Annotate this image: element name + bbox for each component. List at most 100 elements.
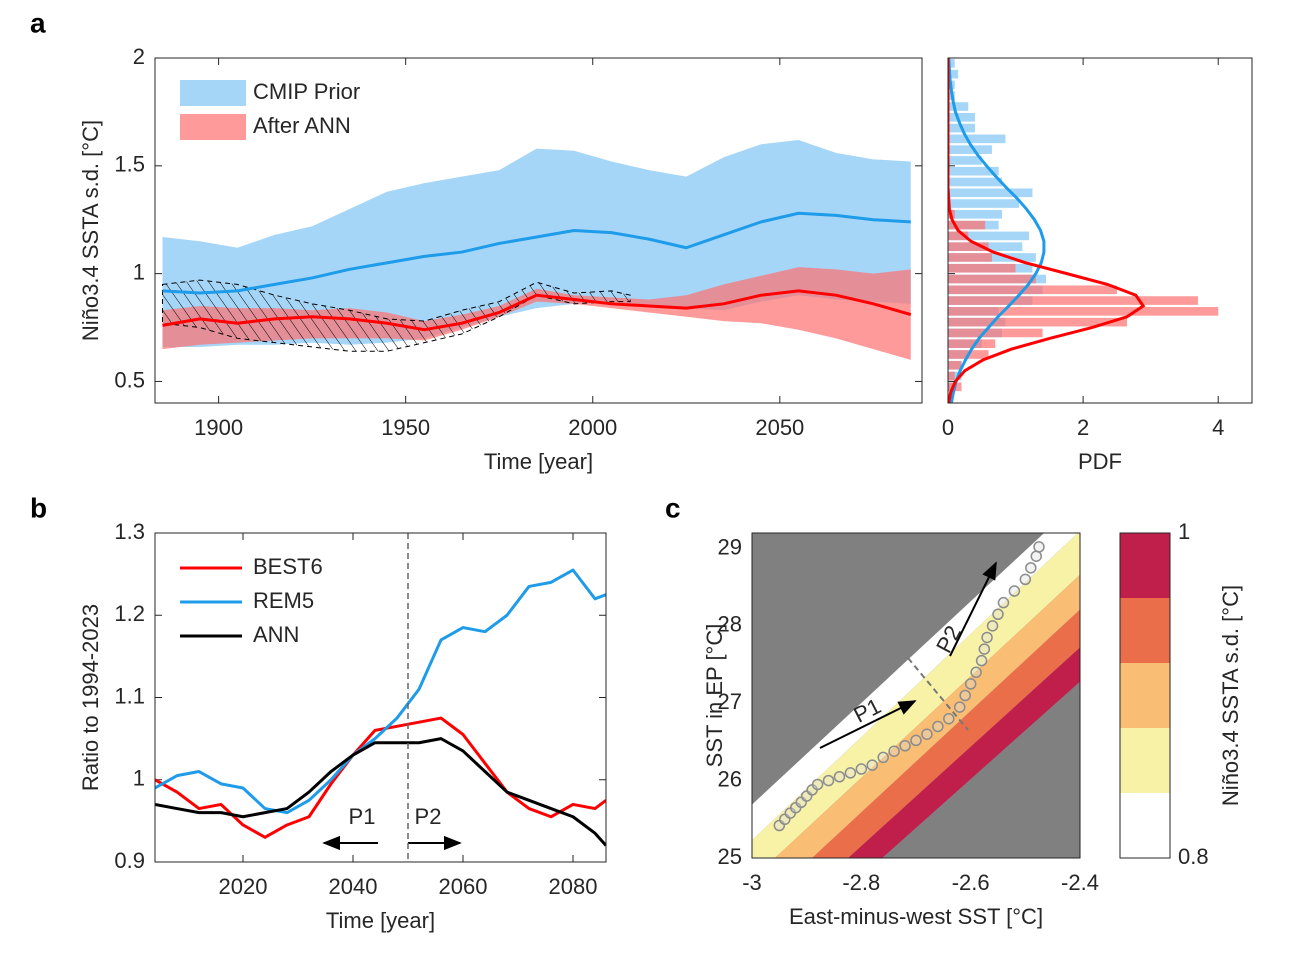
trajectory-point bbox=[877, 751, 889, 764]
trajectory-point bbox=[953, 701, 966, 713]
trajectory-point bbox=[964, 678, 977, 690]
histogram-bar bbox=[948, 112, 976, 122]
histogram-bar bbox=[948, 69, 959, 79]
x-tick-label: -2.6 bbox=[952, 870, 990, 895]
contour-band bbox=[812, 609, 1080, 858]
x-tick-label: 2050 bbox=[755, 415, 804, 440]
histogram-bar bbox=[948, 188, 1033, 198]
histogram-bar bbox=[948, 307, 1219, 316]
y-axis-label: Ratio to 1994-2023 bbox=[78, 604, 103, 791]
y-tick-label: 29 bbox=[718, 534, 742, 559]
trajectory-point bbox=[932, 720, 944, 733]
y-tick-label: 1.3 bbox=[114, 519, 145, 544]
trajectory-point bbox=[1019, 573, 1032, 586]
colorbar-block bbox=[1120, 533, 1170, 598]
panel-label: b bbox=[30, 492, 47, 523]
histogram-bar bbox=[948, 156, 982, 165]
trajectory-point bbox=[1025, 562, 1037, 574]
plot-area bbox=[948, 58, 1219, 403]
x-axis-label: Time [year] bbox=[484, 449, 593, 474]
histogram-bar bbox=[948, 134, 1006, 144]
x-tick-label: -2.4 bbox=[1061, 870, 1099, 895]
contour-band bbox=[774, 574, 1080, 858]
histogram-bar bbox=[948, 166, 999, 176]
trajectory-point bbox=[978, 643, 991, 655]
trajectory-point bbox=[855, 763, 868, 775]
y-axis-label: Niño3.4 SSTA s.d. [°C] bbox=[78, 120, 103, 341]
hatched-band bbox=[161, 279, 631, 352]
colorbar-tick-label: 1 bbox=[1178, 519, 1190, 544]
histogram-bar bbox=[948, 371, 955, 381]
y-tick-label: 0.5 bbox=[114, 367, 145, 392]
trajectory-point bbox=[1033, 541, 1045, 553]
arrow bbox=[819, 700, 917, 749]
histogram-bar bbox=[948, 285, 1117, 295]
trajectory-point bbox=[910, 734, 922, 747]
pdf-curve bbox=[948, 58, 1046, 403]
histogram-bar bbox=[948, 253, 992, 262]
legend-swatch bbox=[180, 114, 246, 140]
histogram-bar bbox=[948, 242, 989, 251]
histogram-bar bbox=[948, 328, 1043, 338]
histogram-bar bbox=[948, 339, 996, 349]
y-tick-label: 1.1 bbox=[114, 683, 145, 708]
y-tick-label: 1 bbox=[133, 766, 145, 791]
y-tick-label: 28 bbox=[718, 612, 742, 637]
trajectory-point bbox=[866, 759, 879, 771]
series-line bbox=[162, 289, 912, 332]
x-tick-label: 2060 bbox=[439, 874, 488, 899]
series-line bbox=[155, 568, 606, 815]
histogram-bar bbox=[948, 177, 1003, 187]
trajectory-point bbox=[899, 740, 911, 752]
y-tick-label: 1.5 bbox=[114, 152, 145, 177]
divider bbox=[907, 657, 969, 731]
series-line bbox=[162, 211, 911, 295]
histogram-bar bbox=[948, 231, 1030, 241]
histogram-bar bbox=[948, 59, 955, 68]
trajectory-point bbox=[943, 712, 955, 725]
y-tick-label: 1 bbox=[133, 259, 145, 284]
x-tick-label: 2000 bbox=[568, 415, 617, 440]
trajectory-point bbox=[1030, 550, 1043, 562]
x-axis-label: PDF bbox=[1078, 449, 1122, 474]
histogram-bar bbox=[948, 102, 969, 111]
y-tick-label: 27 bbox=[718, 689, 742, 714]
plot-area bbox=[752, 533, 1080, 858]
x-tick-label: -2.8 bbox=[842, 870, 880, 895]
y-axis-label: SST in EP [°C] bbox=[702, 624, 727, 768]
trajectory-point bbox=[811, 778, 824, 791]
trajectory-point bbox=[986, 620, 999, 632]
y-tick-label: 26 bbox=[718, 766, 742, 791]
legend-swatch bbox=[180, 80, 246, 106]
x-tick-label: -3 bbox=[742, 870, 762, 895]
histogram-bar bbox=[948, 145, 992, 154]
trajectory-point bbox=[921, 728, 933, 740]
panel-label: a bbox=[30, 7, 46, 38]
legend-label: REM5 bbox=[253, 588, 314, 613]
y-tick-label: 2 bbox=[133, 44, 145, 69]
histogram-bar bbox=[948, 210, 1003, 219]
trajectory-point bbox=[833, 771, 846, 783]
trajectory-point bbox=[981, 631, 993, 644]
axes-box bbox=[154, 57, 923, 404]
histogram-bar bbox=[948, 317, 1128, 327]
histogram-bar bbox=[948, 274, 1036, 284]
histogram-bar bbox=[948, 199, 1019, 208]
histogram-bar bbox=[948, 220, 986, 230]
colorbar-block bbox=[1120, 598, 1170, 663]
y-tick-label: 0.9 bbox=[114, 848, 145, 873]
colorbar-tick-label: 0.8 bbox=[1178, 844, 1209, 869]
x-tick-label: 2080 bbox=[549, 874, 598, 899]
trajectory-point bbox=[975, 654, 988, 667]
trajectory-point bbox=[888, 745, 900, 757]
histogram-bar bbox=[948, 231, 969, 241]
colorbar-block bbox=[1120, 663, 1170, 728]
plot-area bbox=[155, 533, 606, 862]
trajectory-point bbox=[822, 774, 835, 787]
arrow bbox=[949, 561, 997, 657]
trajectory-point bbox=[997, 596, 1010, 609]
series-line bbox=[155, 737, 606, 847]
x-axis-label: East-minus-west SST [°C] bbox=[789, 904, 1043, 929]
x-tick-label: 1900 bbox=[194, 415, 243, 440]
